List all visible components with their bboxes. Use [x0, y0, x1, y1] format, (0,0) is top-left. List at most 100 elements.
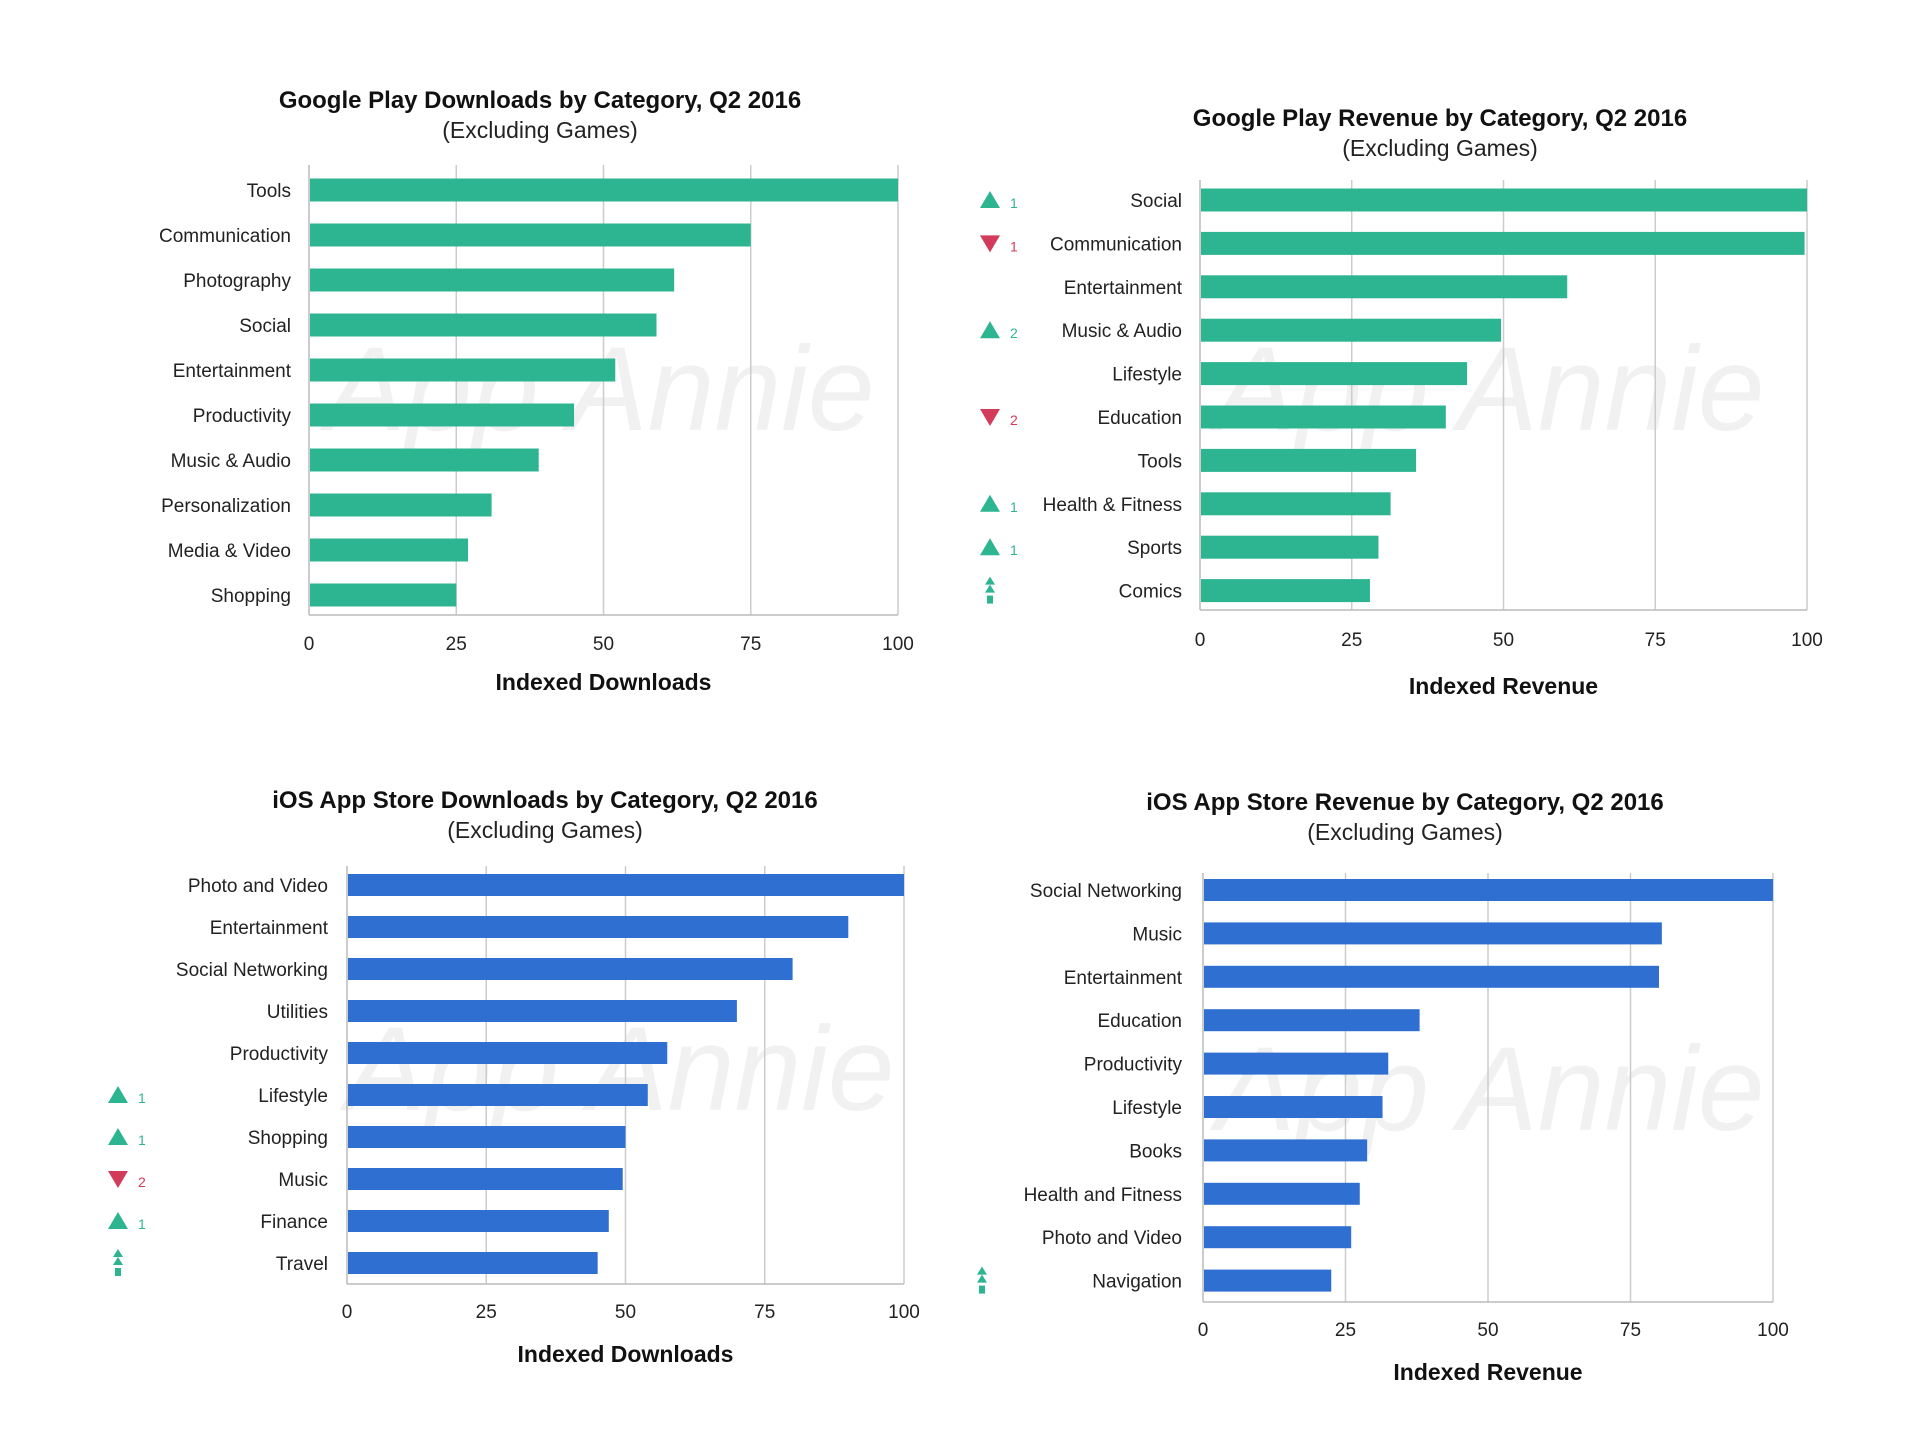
gp-revenue-category-label-6: Tools	[1138, 451, 1182, 472]
ios-downloads-tick-50: 50	[615, 1302, 636, 1323]
gp-revenue-tick-0: 0	[1195, 630, 1206, 651]
gp-revenue-bar-4	[1201, 362, 1468, 386]
ios-downloads-bar-2	[348, 958, 793, 980]
ios-downloads-category-label-7: Music	[278, 1170, 328, 1191]
ios-revenue-bar-2	[1204, 965, 1659, 988]
ios-revenue-category-label-2: Entertainment	[1064, 968, 1183, 989]
ios-revenue-tick-25: 25	[1335, 1320, 1356, 1341]
ios-downloads-new-entry-icon-9	[113, 1249, 123, 1276]
ios-revenue-category-label-1: Music	[1132, 924, 1182, 945]
gp-revenue-rank-down-icon-5	[980, 409, 1000, 426]
ios-downloads-bar-0	[348, 874, 904, 896]
gp-revenue-rank-change-7: 1	[1010, 499, 1018, 515]
ios-revenue-x-axis-title: Indexed Revenue	[1393, 1359, 1582, 1385]
gp-revenue-category-label-0: Social	[1130, 191, 1182, 212]
ios-downloads-category-label-5: Lifestyle	[258, 1086, 328, 1107]
gp-downloads-category-label-0: Tools	[247, 181, 291, 202]
ios-revenue-category-label-3: Education	[1097, 1011, 1182, 1032]
gp-downloads-category-label-5: Productivity	[193, 406, 292, 427]
ios-downloads-category-label-4: Productivity	[230, 1044, 329, 1065]
ios-revenue-subtitle: (Excluding Games)	[1307, 819, 1503, 845]
ios-revenue-chart: App Annie iOS App Store Revenue by Catego…	[977, 789, 1789, 1385]
ios-revenue-category-label-8: Photo and Video	[1042, 1228, 1182, 1249]
gp-revenue-bar-8	[1201, 535, 1379, 559]
ios-downloads-bar-7	[348, 1168, 623, 1190]
ios-downloads-chart: App Annie iOS App Store Downloads by Cate…	[108, 787, 920, 1367]
ios-revenue-bar-5	[1204, 1096, 1383, 1118]
ios-revenue-new-entry-icon-9	[977, 1266, 987, 1294]
gp-downloads-bar-4	[310, 358, 616, 382]
gp-revenue-bar-9	[1201, 579, 1370, 603]
gp-revenue-rank-change-1: 1	[1010, 238, 1018, 254]
ios-revenue-category-label-7: Health and Fitness	[1024, 1185, 1182, 1206]
ios-revenue-category-label-9: Navigation	[1092, 1272, 1182, 1293]
gp-downloads-bar-7	[310, 493, 492, 517]
ios-downloads-watermark: App Annie	[339, 1002, 894, 1136]
ios-revenue-bar-7	[1204, 1182, 1360, 1205]
gp-downloads-tick-50: 50	[593, 634, 614, 655]
gp-downloads-tick-25: 25	[446, 634, 467, 655]
gp-revenue-rank-up-icon-0	[980, 191, 1000, 208]
gp-downloads-category-label-8: Media & Video	[168, 541, 291, 562]
gp-downloads-bar-5	[310, 403, 575, 427]
ios-downloads-rank-up-icon-8	[108, 1212, 128, 1229]
ios-downloads-bar-8	[348, 1210, 609, 1232]
gp-downloads-bar-6	[310, 448, 539, 472]
gp-revenue-tick-75: 75	[1645, 630, 1666, 651]
ios-downloads-bar-9	[348, 1252, 598, 1274]
gp-revenue-category-label-2: Entertainment	[1064, 278, 1183, 299]
ios-downloads-rank-down-icon-7	[108, 1171, 128, 1188]
gp-revenue-bar-2	[1201, 275, 1568, 299]
gp-revenue-category-label-4: Lifestyle	[1112, 365, 1182, 386]
ios-revenue-category-label-6: Books	[1129, 1141, 1182, 1162]
gp-revenue-category-label-9: Comics	[1119, 582, 1182, 603]
gp-revenue-tick-100: 100	[1791, 630, 1823, 651]
ios-downloads-category-label-6: Shopping	[248, 1128, 328, 1149]
gp-downloads-tick-75: 75	[740, 634, 761, 655]
ios-revenue-category-label-5: Lifestyle	[1112, 1098, 1182, 1119]
ios-revenue-tick-100: 100	[1757, 1320, 1789, 1341]
ios-revenue-bar-3	[1204, 1009, 1420, 1032]
gp-revenue-tick-50: 50	[1493, 630, 1514, 651]
ios-downloads-bar-3	[348, 1000, 737, 1022]
ios-downloads-rank-up-icon-5	[108, 1086, 128, 1103]
gp-revenue-bar-5	[1201, 405, 1446, 429]
gp-revenue-bar-1	[1201, 231, 1805, 255]
ios-downloads-tick-25: 25	[476, 1302, 497, 1323]
ios-revenue-bar-0	[1204, 879, 1773, 901]
gp-downloads-category-label-3: Social	[239, 316, 291, 337]
ios-downloads-bar-5	[348, 1084, 648, 1106]
gp-revenue-rank-up-icon-7	[980, 494, 1000, 512]
gp-revenue-rank-change-5: 2	[1010, 412, 1018, 428]
gp-revenue-bar-3	[1201, 318, 1502, 342]
gp-revenue-category-label-8: Sports	[1127, 538, 1182, 559]
ios-downloads-x-axis-title: Indexed Downloads	[518, 1341, 734, 1367]
ios-downloads-category-label-2: Social Networking	[176, 960, 328, 981]
ios-downloads-rank-change-8: 1	[138, 1216, 146, 1232]
gp-revenue-category-label-7: Health & Fitness	[1043, 495, 1182, 516]
gp-downloads-bar-9	[310, 583, 457, 607]
gp-revenue-x-axis-title: Indexed Revenue	[1409, 673, 1598, 699]
gp-downloads-watermark: App Annie	[319, 322, 874, 456]
gp-revenue-bar-6	[1201, 448, 1417, 472]
gp-downloads-category-label-2: Photography	[183, 271, 291, 292]
gp-revenue-tick-25: 25	[1341, 630, 1362, 651]
gp-revenue-category-label-3: Music & Audio	[1062, 321, 1182, 342]
gp-downloads-category-label-4: Entertainment	[173, 361, 292, 382]
ios-revenue-tick-0: 0	[1198, 1320, 1209, 1341]
gp-downloads-bar-0	[310, 178, 898, 202]
gp-revenue-title: Google Play Revenue by Category, Q2 2016	[1193, 105, 1687, 132]
gp-downloads-category-label-1: Communication	[159, 226, 291, 247]
gp-revenue-rank-down-icon-1	[980, 235, 1000, 253]
gp-downloads-category-label-9: Shopping	[211, 586, 291, 607]
ios-downloads-subtitle: (Excluding Games)	[447, 817, 643, 843]
ios-revenue-tick-50: 50	[1477, 1320, 1498, 1341]
gp-revenue-rank-change-8: 1	[1010, 542, 1018, 558]
gp-revenue-category-label-1: Communication	[1050, 234, 1182, 255]
gp-downloads-title: Google Play Downloads by Category, Q2 20…	[279, 87, 801, 114]
ios-revenue-tick-75: 75	[1620, 1320, 1641, 1341]
ios-downloads-rank-change-6: 1	[138, 1132, 146, 1148]
gp-downloads-subtitle: (Excluding Games)	[442, 117, 638, 143]
ios-revenue-bar-6	[1204, 1139, 1368, 1162]
